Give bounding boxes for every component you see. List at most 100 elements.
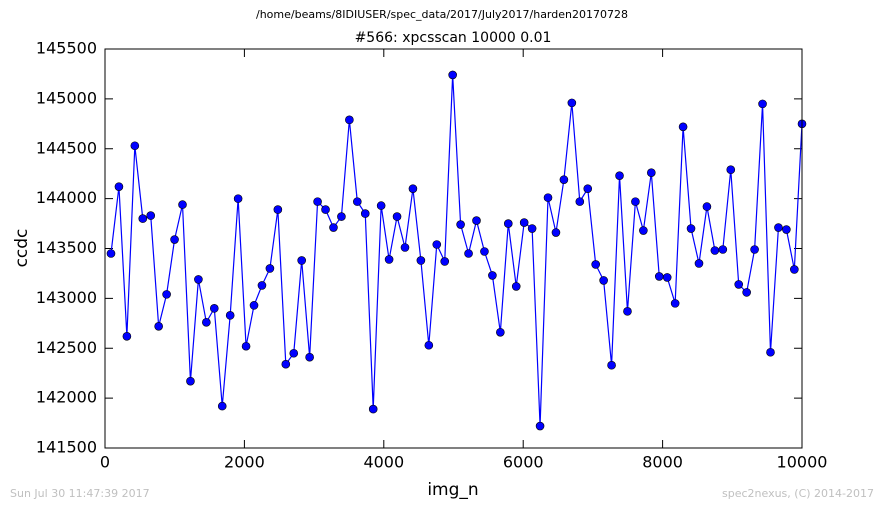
point — [289, 348, 299, 358]
x-tick-label: 0 — [100, 453, 110, 472]
point — [559, 175, 569, 184]
point — [790, 265, 799, 274]
point — [186, 376, 195, 386]
x-axis-label: img_n — [427, 480, 478, 500]
y-tick-label: 145000 — [36, 88, 97, 107]
point — [503, 219, 513, 228]
suptitle: /home/beams/8IDIUSER/spec_data/2017/July… — [256, 8, 628, 21]
point — [297, 256, 306, 265]
point — [432, 240, 442, 249]
series-line — [110, 74, 803, 427]
point — [360, 209, 370, 218]
x-tick-label: 8000 — [642, 453, 683, 472]
point — [209, 304, 219, 313]
point — [408, 184, 418, 193]
x-tick-label: 4000 — [363, 453, 404, 472]
point — [249, 301, 259, 310]
point — [766, 347, 775, 357]
point — [472, 216, 481, 225]
point — [368, 404, 378, 414]
point — [662, 273, 672, 282]
point — [718, 245, 728, 254]
point — [233, 194, 243, 203]
point — [162, 290, 171, 299]
y-tick-label: 144000 — [36, 188, 97, 207]
point — [440, 257, 450, 266]
point — [281, 359, 291, 369]
y-tick-label: 143000 — [36, 288, 97, 307]
point — [623, 307, 632, 316]
point — [535, 421, 545, 431]
point — [742, 288, 751, 297]
point — [225, 311, 235, 320]
point — [758, 99, 767, 109]
point — [678, 122, 688, 132]
point — [456, 220, 465, 229]
point — [519, 218, 529, 227]
point — [583, 184, 593, 193]
point — [511, 282, 521, 291]
point — [122, 331, 132, 341]
point — [265, 264, 275, 273]
point — [194, 275, 203, 284]
point — [607, 360, 616, 370]
point — [543, 193, 553, 202]
point — [591, 260, 600, 269]
y-tick-label: 145500 — [36, 39, 97, 58]
point — [241, 341, 251, 351]
point — [106, 249, 116, 258]
y-tick-label: 142000 — [36, 388, 97, 407]
point — [551, 228, 561, 237]
point — [178, 200, 187, 209]
point — [376, 201, 386, 210]
point — [305, 352, 314, 362]
x-tick-label: 2000 — [224, 453, 265, 472]
point — [353, 197, 362, 206]
point — [702, 202, 712, 211]
point — [734, 280, 744, 289]
footer-right: spec2nexus, (C) 2014-2017 — [722, 487, 874, 500]
point — [345, 115, 354, 125]
point — [154, 322, 163, 331]
plot-frame — [104, 48, 803, 449]
point — [631, 197, 640, 206]
chart-title: #566: xpcsscan 10000 0.01 — [355, 30, 552, 46]
point — [726, 165, 736, 174]
y-tick-label: 142500 — [36, 338, 97, 357]
point — [400, 243, 410, 252]
point — [416, 256, 426, 265]
point — [217, 401, 227, 411]
footer-left: Sun Jul 30 11:47:39 2017 — [10, 487, 150, 500]
y-tick-label: 144500 — [36, 138, 97, 157]
point — [313, 197, 322, 206]
point — [639, 226, 648, 235]
x-tick-label: 10000 — [777, 453, 828, 472]
y-tick-label: 143500 — [36, 238, 97, 257]
point — [114, 182, 124, 191]
point — [170, 235, 179, 244]
point — [138, 214, 148, 223]
point — [488, 271, 497, 280]
y-axis-label: ccdc — [12, 229, 32, 268]
point — [384, 255, 394, 264]
point — [424, 340, 434, 350]
point — [615, 171, 624, 180]
point — [774, 223, 783, 232]
point — [527, 224, 537, 233]
point — [464, 249, 473, 258]
point — [575, 197, 585, 206]
point — [750, 245, 759, 254]
point — [654, 272, 664, 281]
point — [647, 168, 656, 177]
point — [567, 98, 577, 108]
x-tick-label: 6000 — [503, 453, 544, 472]
point — [496, 327, 505, 337]
point — [782, 225, 791, 234]
point — [257, 281, 267, 290]
point — [599, 276, 608, 285]
point — [337, 212, 346, 221]
point — [273, 205, 283, 214]
point — [448, 70, 457, 80]
point — [329, 223, 338, 232]
